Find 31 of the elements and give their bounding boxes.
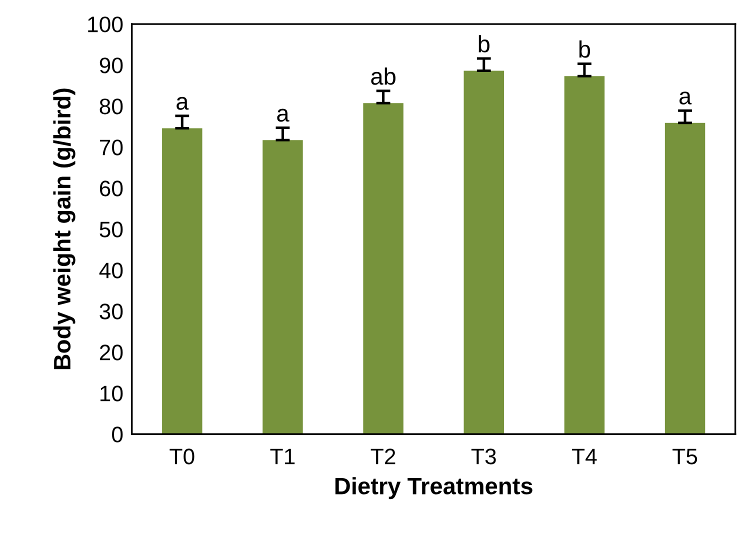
annotation: ab	[371, 67, 396, 85]
y-tick-label: 30	[100, 304, 123, 320]
annotation: a	[176, 96, 189, 110]
bar	[262, 140, 303, 434]
y-tick-label: 90	[100, 58, 123, 74]
y-tick-label: 20	[100, 344, 123, 360]
x-tick-label: T1	[270, 448, 295, 464]
bar	[664, 122, 706, 434]
y-tick-label: 100	[88, 16, 123, 32]
x-tick-label: T2	[370, 448, 396, 464]
y-axis-title: Body weight gain (g/bird)	[53, 88, 76, 370]
y-tick-label: 0	[112, 426, 123, 442]
x-tick-label: T5	[672, 448, 698, 464]
annotation: b	[478, 35, 490, 52]
y-tick-label: 60	[100, 180, 123, 196]
bar	[363, 103, 404, 434]
annotation: a	[679, 92, 692, 105]
x-tick-label: T0	[170, 448, 194, 464]
x-axis-title: Dietry Treatments	[335, 477, 532, 500]
y-tick-label: 10	[100, 386, 123, 402]
y-tick-label: 70	[100, 140, 123, 156]
y-tick-label: 50	[100, 222, 123, 238]
y-tick-label: 40	[99, 262, 123, 278]
bar	[464, 70, 504, 434]
x-tick-label: T4	[572, 448, 597, 464]
y-tick-label: 80	[100, 98, 123, 114]
bar	[162, 128, 202, 434]
annotation: b	[579, 40, 590, 58]
annotation: a	[277, 108, 290, 122]
x-tick-label: T3	[471, 448, 496, 464]
bar	[564, 76, 605, 434]
